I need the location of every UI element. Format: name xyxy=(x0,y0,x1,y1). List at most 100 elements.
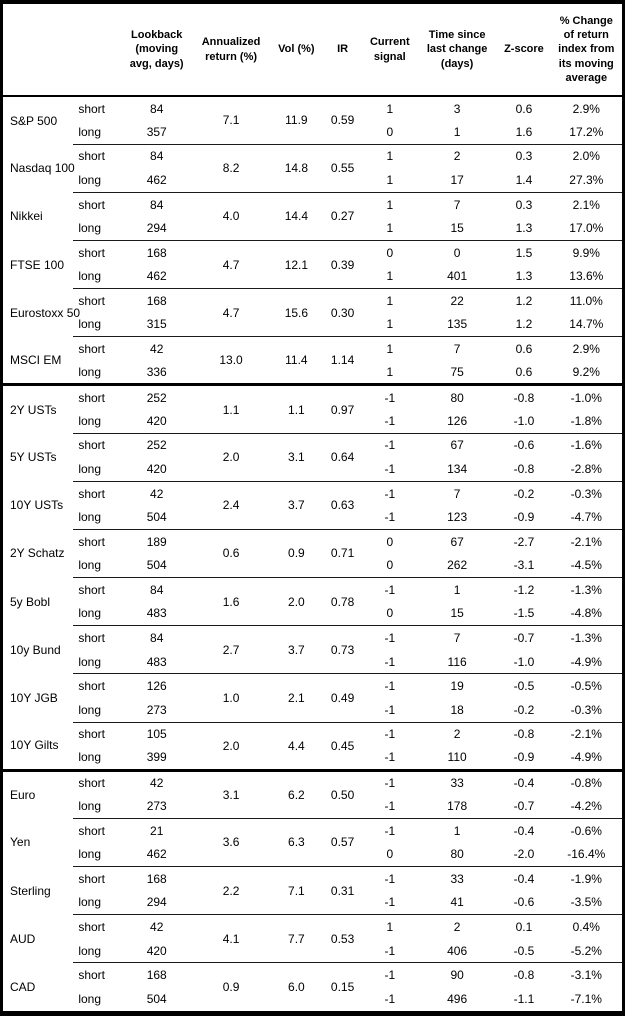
asset-name: 5y Bobl xyxy=(10,594,51,609)
zscore-value: 1.4 xyxy=(515,173,533,188)
current-signal-value: -1 xyxy=(384,895,396,910)
horizon-label: long xyxy=(78,124,102,139)
current-signal-value: -1 xyxy=(384,461,396,476)
zscore-value: -0.8 xyxy=(497,721,551,747)
current-signal-value: 1 xyxy=(362,914,417,939)
table-row: 5y Bobl short 84 1.6 2.0 0.78 -1 1 -1.2 -1.3% xyxy=(3,577,622,626)
ir-value: 0.73 xyxy=(322,625,363,674)
lookback-value: 336 xyxy=(146,365,167,380)
lookback-value: 315 xyxy=(146,317,167,332)
zscore-value: -0.7 xyxy=(513,799,535,814)
time-since-value: 7 xyxy=(416,191,498,217)
header-time-since: Time since last change (days) xyxy=(416,4,498,97)
table-row: long 399 -1 110 -0.9 -4.9% xyxy=(3,746,622,770)
table-row: long 273 -1 18 -0.2 -0.3% xyxy=(3,698,622,722)
table-row: Yen short 21 3.6 6.3 0.57 -1 1 -0.4 -0.6% xyxy=(3,817,622,867)
time-since-value: 2 xyxy=(416,143,498,169)
lookback-value: 42 xyxy=(121,768,192,795)
pct-change-value: 27.3% xyxy=(569,173,604,188)
horizon-label: long xyxy=(78,606,102,621)
time-since-value: 90 xyxy=(416,962,498,987)
zscore-value: 0.1 xyxy=(497,914,551,939)
ir-value: 0.55 xyxy=(322,143,363,193)
time-since-value: 7 xyxy=(416,625,498,650)
zscore-value: 0.3 xyxy=(497,191,551,217)
lookback-value: 399 xyxy=(146,750,167,765)
lookback-value: 21 xyxy=(121,817,192,843)
time-since-value: 18 xyxy=(450,702,464,717)
annualized-return-value: 4.1 xyxy=(191,914,271,963)
pct-change-value: -1.3% xyxy=(550,625,622,650)
horizon-label: long xyxy=(78,510,102,525)
horizon-label: long xyxy=(78,654,102,669)
time-since-value: 496 xyxy=(447,991,468,1006)
current-signal-value: -1 xyxy=(384,750,396,765)
asset-name: CAD xyxy=(10,979,36,994)
lookback-value: 84 xyxy=(121,625,192,650)
pct-change-value: 9.9% xyxy=(550,239,622,265)
time-since-value: 123 xyxy=(447,510,468,525)
current-signal-value: 0 xyxy=(362,239,417,265)
current-signal-value: -1 xyxy=(362,721,417,747)
time-since-value: 17 xyxy=(450,173,464,188)
horizon-label: short xyxy=(73,288,122,313)
time-since-value: 75 xyxy=(450,365,464,380)
current-signal-value: -1 xyxy=(362,383,417,410)
header-pct-change: % Change of return index from its moving… xyxy=(550,4,622,97)
asset-name: Sterling xyxy=(10,883,51,898)
zscore-value: 1.2 xyxy=(497,288,551,313)
asset-name: 2Y USTs xyxy=(3,383,74,434)
annualized-return-value: 13.0 xyxy=(191,336,271,385)
pct-change-value: -1.9% xyxy=(550,865,622,891)
horizon-label: short xyxy=(73,625,122,650)
current-signal-value: 1 xyxy=(386,221,394,236)
time-since-value: 1 xyxy=(416,577,498,602)
table-row: long 462 0 80 -2.0 -16.4% xyxy=(3,842,622,866)
header-lookback: Lookback (moving avg, days) xyxy=(121,4,192,97)
time-since-value: 15 xyxy=(450,606,464,621)
pct-change-value: -0.3% xyxy=(550,480,622,506)
horizon-label: long xyxy=(78,750,102,765)
vol-value: 6.2 xyxy=(270,768,323,819)
zscore-value: -1.5 xyxy=(513,606,535,621)
data-table: Lookback (moving avg, days) Annualized r… xyxy=(3,4,622,1011)
current-signal-value: 1 xyxy=(362,288,417,313)
ir-value: 0.15 xyxy=(322,962,363,1011)
time-since-value: 0 xyxy=(416,239,498,265)
horizon-label: long xyxy=(78,991,102,1006)
zscore-value: -1.2 xyxy=(497,577,551,602)
pct-change-value: -1.8% xyxy=(570,413,602,428)
pct-change-value: -5.2% xyxy=(570,943,602,958)
vol-value: 15.6 xyxy=(270,288,323,337)
pct-change-value: -4.2% xyxy=(570,799,602,814)
zscore-value: -3.1 xyxy=(513,558,535,573)
table-header: Lookback (moving avg, days) Annualized r… xyxy=(3,4,622,97)
annualized-return-value: 0.6 xyxy=(191,528,271,578)
horizon-label: long xyxy=(78,461,102,476)
asset-name: S&P 500 xyxy=(10,113,58,128)
pct-change-value: -3.1% xyxy=(550,962,622,987)
lookback-value: 294 xyxy=(146,895,167,910)
horizon-label: long xyxy=(78,895,102,910)
pct-change-value: -4.9% xyxy=(570,750,602,765)
pct-change-value: -1.0% xyxy=(550,383,622,410)
zscore-value: -0.8 xyxy=(513,461,535,476)
zscore-value: -0.8 xyxy=(497,962,551,987)
table-row: Eurostoxx 50 short 168 4.7 15.6 0.30 1 22 1.2 11.… xyxy=(3,288,622,337)
asset-name: FTSE 100 xyxy=(10,257,65,272)
table-row: long 273 -1 178 -0.7 -4.2% xyxy=(3,794,622,818)
zscore-value: 0.6 xyxy=(497,95,551,121)
zscore-value: -0.2 xyxy=(497,480,551,506)
vol-value: 12.1 xyxy=(270,239,323,289)
table-row: long 504 0 262 -3.1 -4.5% xyxy=(3,553,622,577)
ir-value: 0.45 xyxy=(322,721,363,771)
pct-change-value: 2.9% xyxy=(550,95,622,121)
header-zscore: Z-score xyxy=(497,4,551,97)
annualized-return-value: 4.7 xyxy=(191,239,271,289)
vol-value: 3.1 xyxy=(270,432,323,482)
current-signal-value: 1 xyxy=(386,317,394,332)
asset-name: MSCI EM xyxy=(10,353,62,368)
pct-change-value: -4.5% xyxy=(570,558,602,573)
vol-value: 7.7 xyxy=(270,914,323,963)
asset-name: Nasdaq 100 xyxy=(10,161,75,176)
